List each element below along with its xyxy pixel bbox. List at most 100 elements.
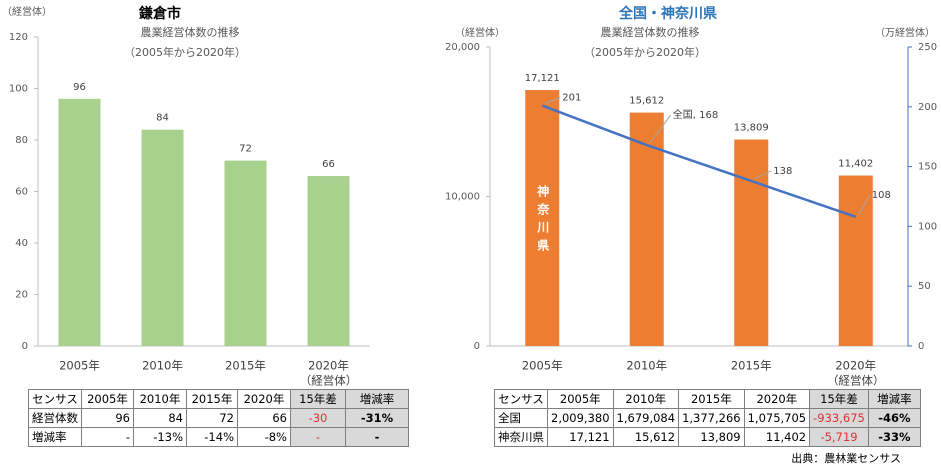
table-cell: 2015年 <box>186 389 238 409</box>
data-table: センサス 2005年 2010年 2015年 2020年 15年差 増減率 全国 2,009,3… <box>494 389 921 447</box>
y-tick-label: 100 <box>9 84 28 95</box>
table-cell: 神奈川県 <box>494 427 548 447</box>
table-cell: -933,675 <box>809 408 869 428</box>
table-row: センサス 2005年 2010年 2015年 2020年 15年差 増減率 <box>28 389 409 409</box>
table-cell: -14% <box>186 427 238 447</box>
data-label: 72 <box>239 144 252 155</box>
table-cell: 増減率 <box>28 427 82 447</box>
y-tick-label: 0 <box>22 341 28 352</box>
table-cell: 13,809 <box>678 427 745 447</box>
table-cell: 2020年 <box>743 389 811 409</box>
data-table: センサス 2005年 2010年 2015年 2020年 15年差 増減率 経営体数 96 84 7… <box>28 389 409 447</box>
x-tick-label: 2005年 <box>59 359 100 373</box>
y2-tick-label: 150 <box>918 162 937 173</box>
bar <box>838 175 873 346</box>
table-cell: 84 <box>133 408 187 428</box>
table-cell: 1,377,266 <box>678 408 745 428</box>
y2-tick-label: 200 <box>918 102 937 113</box>
table-cell: センサス <box>494 389 548 409</box>
data-label: 13,809 <box>734 123 769 134</box>
table-cell: 1,679,084 <box>612 408 680 428</box>
table-cell: 2010年 <box>612 389 680 409</box>
table-cell: 経営体数 <box>28 408 82 428</box>
y2-axis-label: （万経営体） <box>875 26 935 39</box>
data-label: 138 <box>773 166 792 177</box>
y2-tick-label: 100 <box>918 221 937 232</box>
chart-title: 鎌倉市 <box>138 5 181 22</box>
table-cell: 増減率 <box>345 389 409 409</box>
bar <box>734 139 769 346</box>
table-cell: 2,009,380 <box>547 408 614 428</box>
table-cell: 1,075,705 <box>743 408 811 428</box>
data-label: 66 <box>322 159 335 170</box>
y2-tick-label: 250 <box>918 42 937 53</box>
table-cell: 増減率 <box>867 389 921 409</box>
y-tick-label: 10,000 <box>445 192 480 203</box>
table-cell: -46% <box>867 408 921 428</box>
chart-subtitle: 農業経営体数の推移 <box>601 25 700 39</box>
y-tick-label: 0 <box>474 341 480 352</box>
x-axis-label: （経営体） <box>827 374 885 388</box>
data-label: 11,402 <box>838 159 873 170</box>
table-cell: 2005年 <box>81 389 134 409</box>
y2-tick-label: 0 <box>918 341 924 352</box>
x-tick-label: 2010年 <box>142 359 183 373</box>
table-cell: 2015年 <box>678 389 745 409</box>
y-tick-label: 60 <box>15 187 28 198</box>
table-cell: -8% <box>237 427 291 447</box>
table-row: 神奈川県 17,121 15,612 13,809 11,402 -5,719 -33% <box>494 427 921 447</box>
table-cell: 17,121 <box>547 427 614 447</box>
table-row: 全国 2,009,380 1,679,084 1,377,266 1,075,705 -9… <box>494 408 921 428</box>
table-cell: 15,612 <box>612 427 680 447</box>
table-cell: センサス <box>28 389 82 409</box>
y-axis-label: （経営体） <box>455 26 505 39</box>
label-leader <box>649 114 672 144</box>
label-leader <box>858 194 871 216</box>
table-cell: - <box>345 427 409 447</box>
chart-title: 全国・神奈川県 <box>618 5 717 22</box>
data-label: 全国, 168 <box>673 108 718 121</box>
y-tick-label: 120 <box>9 32 28 43</box>
table-cell: 15年差 <box>290 389 346 409</box>
bar <box>525 90 560 347</box>
y-axis-label: （経営体） <box>2 5 52 18</box>
bar <box>58 98 101 346</box>
line-series <box>541 104 857 219</box>
bar <box>141 129 184 346</box>
y2-tick-label: 50 <box>918 281 931 292</box>
series-name: 神奈川県 <box>536 184 550 257</box>
table-cell: 11,402 <box>743 427 811 447</box>
y-tick-label: 80 <box>15 135 28 146</box>
table-row: 増減率 - -13% -14% -8% - - <box>28 427 409 447</box>
table-row: センサス 2005年 2010年 2015年 2020年 15年差 増減率 <box>494 389 921 409</box>
table-cell: -31% <box>345 408 409 428</box>
table-cell: 72 <box>186 408 238 428</box>
table-cell: -33% <box>867 427 921 447</box>
table-cell: 2005年 <box>547 389 614 409</box>
bar <box>629 112 664 346</box>
x-tick-label: 2020年 <box>308 359 349 373</box>
data-label: 108 <box>872 190 891 201</box>
chart-subtitle: （2005年から2020年） <box>584 45 706 59</box>
label-leader <box>754 170 772 180</box>
bar <box>307 176 350 346</box>
table-cell: -30 <box>290 408 346 428</box>
table-cell: -5,719 <box>809 427 869 447</box>
x-tick-label: 2005年 <box>522 359 563 373</box>
bar <box>224 160 267 346</box>
x-tick-label: 2015年 <box>225 359 266 373</box>
table-row: 経営体数 96 84 72 66 -30 -31% <box>28 408 409 428</box>
data-label: 17,121 <box>525 73 560 84</box>
table-cell: 2020年 <box>237 389 291 409</box>
x-axis-label: （経営体） <box>300 374 358 388</box>
x-tick-label: 2015年 <box>731 359 772 373</box>
x-tick-label: 2010年 <box>626 359 667 373</box>
chart-subtitle: 農業経営体数の推移 <box>141 25 240 39</box>
table-cell: - <box>81 427 134 447</box>
table-cell: -13% <box>133 427 187 447</box>
data-label: 84 <box>156 113 169 124</box>
data-label: 15,612 <box>629 96 664 107</box>
source-note: 出典：農林業センサス <box>791 452 901 465</box>
